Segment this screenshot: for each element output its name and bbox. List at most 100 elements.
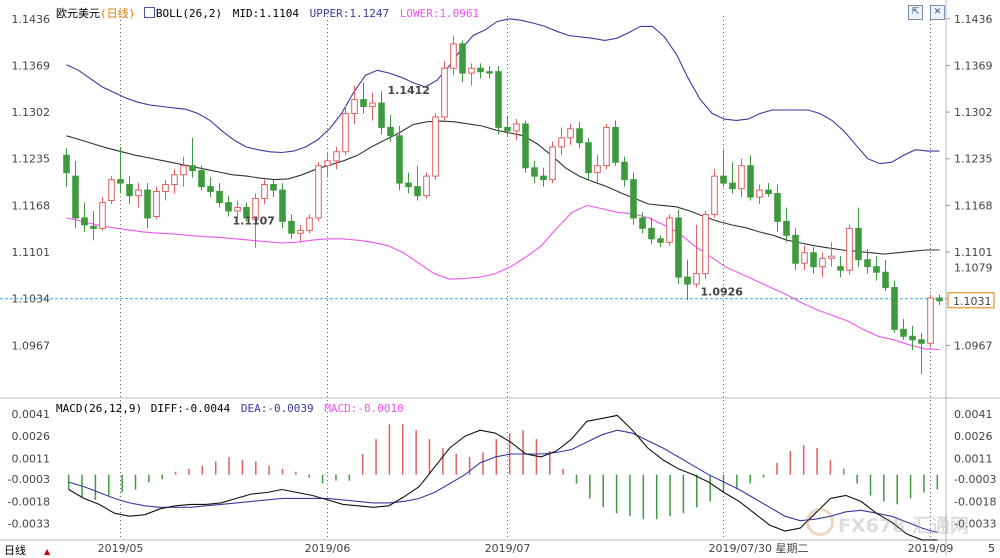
y-tick-label: 1.0967 (12, 339, 51, 352)
candle (909, 325, 916, 351)
candle-body (252, 197, 259, 220)
y-tick-label-right: 1.1302 (954, 106, 993, 119)
candle-body (729, 182, 736, 190)
macd-y-tick-label: 0.0026 (12, 430, 51, 443)
candle (702, 210, 709, 280)
candle (270, 179, 277, 198)
y-tick-label: 1.1168 (12, 199, 51, 212)
macd-value-label: MACD:-0.0010 (324, 402, 404, 415)
candle-body (774, 193, 781, 222)
candle-body (720, 175, 727, 184)
lower-label: LOWER:1.0961 (399, 7, 480, 20)
symbol-label: 欧元美元 (56, 7, 100, 20)
candle-body (297, 229, 304, 234)
candle-body (306, 217, 313, 231)
candle-body (369, 102, 376, 108)
candle-body (108, 179, 115, 202)
candle (603, 123, 610, 170)
candle (468, 63, 475, 86)
macd-y-tick-label-right: 0.0041 (954, 408, 993, 421)
y-tick-label-right: 1.1101 (954, 246, 993, 259)
candle-body (288, 220, 295, 234)
candle-body (675, 217, 682, 278)
candle (513, 119, 520, 140)
candle (882, 259, 889, 292)
candle (828, 242, 835, 267)
candle (315, 162, 322, 222)
candle (189, 137, 196, 178)
macd-params-label: MACD(26,12,9) (56, 402, 143, 415)
watermark: FX678 汇通网 (806, 508, 969, 538)
candle-body (522, 123, 529, 169)
candle-body (423, 175, 430, 197)
candle-body (216, 190, 223, 204)
period-tab[interactable]: 日线 ▲ (4, 542, 50, 558)
macd-y-tick-label: 0.0011 (12, 452, 51, 465)
candle-body (459, 43, 466, 74)
macd-y-tick-label-right: 0.0011 (954, 452, 993, 465)
candle-body (648, 227, 655, 240)
candle-body (936, 297, 943, 302)
candle-body (234, 206, 241, 212)
boll-toggle-icon[interactable] (143, 7, 155, 18)
y-tick-label: 1.1101 (12, 246, 51, 259)
candle-body (612, 126, 619, 163)
candle-body (531, 167, 538, 177)
right-price-label: 1.1079 (954, 261, 993, 274)
candle-body (747, 165, 754, 198)
chart-close-icon[interactable]: ✕ (930, 5, 945, 20)
candle-body (342, 112, 349, 153)
candle (225, 195, 232, 217)
candle (738, 158, 745, 198)
candle (495, 66, 502, 135)
candle-body (639, 217, 646, 229)
candle-body (180, 165, 187, 176)
diff-line (68, 414, 938, 541)
y-tick-label: 1.1302 (12, 106, 51, 119)
candle (252, 193, 259, 248)
y-tick-label-right: 1.1369 (954, 59, 993, 72)
candle-body (711, 175, 718, 215)
candle (720, 149, 727, 187)
x-tick-label: 2019/07 (485, 542, 531, 555)
candle (648, 217, 655, 245)
chart-settings-icon[interactable]: ⇱ (908, 5, 923, 20)
candle-body (315, 165, 322, 219)
scroll-right-control[interactable]: 5 (988, 542, 995, 555)
macd-y-tick-label-right: -0.0003 (954, 473, 996, 486)
low-annotation: 1.0926 (701, 286, 744, 299)
candle (387, 114, 394, 142)
candle (261, 179, 268, 204)
macd-y-tick-label: -0.0003 (8, 473, 50, 486)
candle (198, 165, 205, 191)
candle (684, 259, 691, 301)
dea-label: DEA:-0.0039 (240, 402, 314, 415)
candle (234, 200, 241, 218)
candle (486, 66, 493, 79)
candle (927, 294, 934, 347)
candle-body (135, 189, 142, 197)
candle-body (207, 186, 214, 192)
candle (774, 184, 781, 232)
candle-body (594, 165, 601, 174)
candle-body (756, 189, 763, 198)
candle-body (693, 273, 700, 285)
candle-body (621, 161, 628, 181)
candle (63, 148, 70, 187)
mid-band-line (66, 120, 940, 255)
candle (900, 318, 907, 340)
candle-body (810, 252, 817, 268)
candle (243, 202, 250, 222)
candle-body (666, 217, 673, 243)
candle-body (873, 266, 880, 273)
candle-body (855, 227, 862, 261)
period-tab-label: 日线 (4, 544, 26, 557)
candle-body (153, 190, 160, 218)
candle (558, 127, 565, 156)
low-annotation: 1.1107 (233, 215, 275, 228)
candle (333, 146, 340, 170)
candle-body (495, 71, 502, 128)
mid-label: MID:1.1104 (232, 7, 299, 20)
candle (135, 183, 142, 208)
